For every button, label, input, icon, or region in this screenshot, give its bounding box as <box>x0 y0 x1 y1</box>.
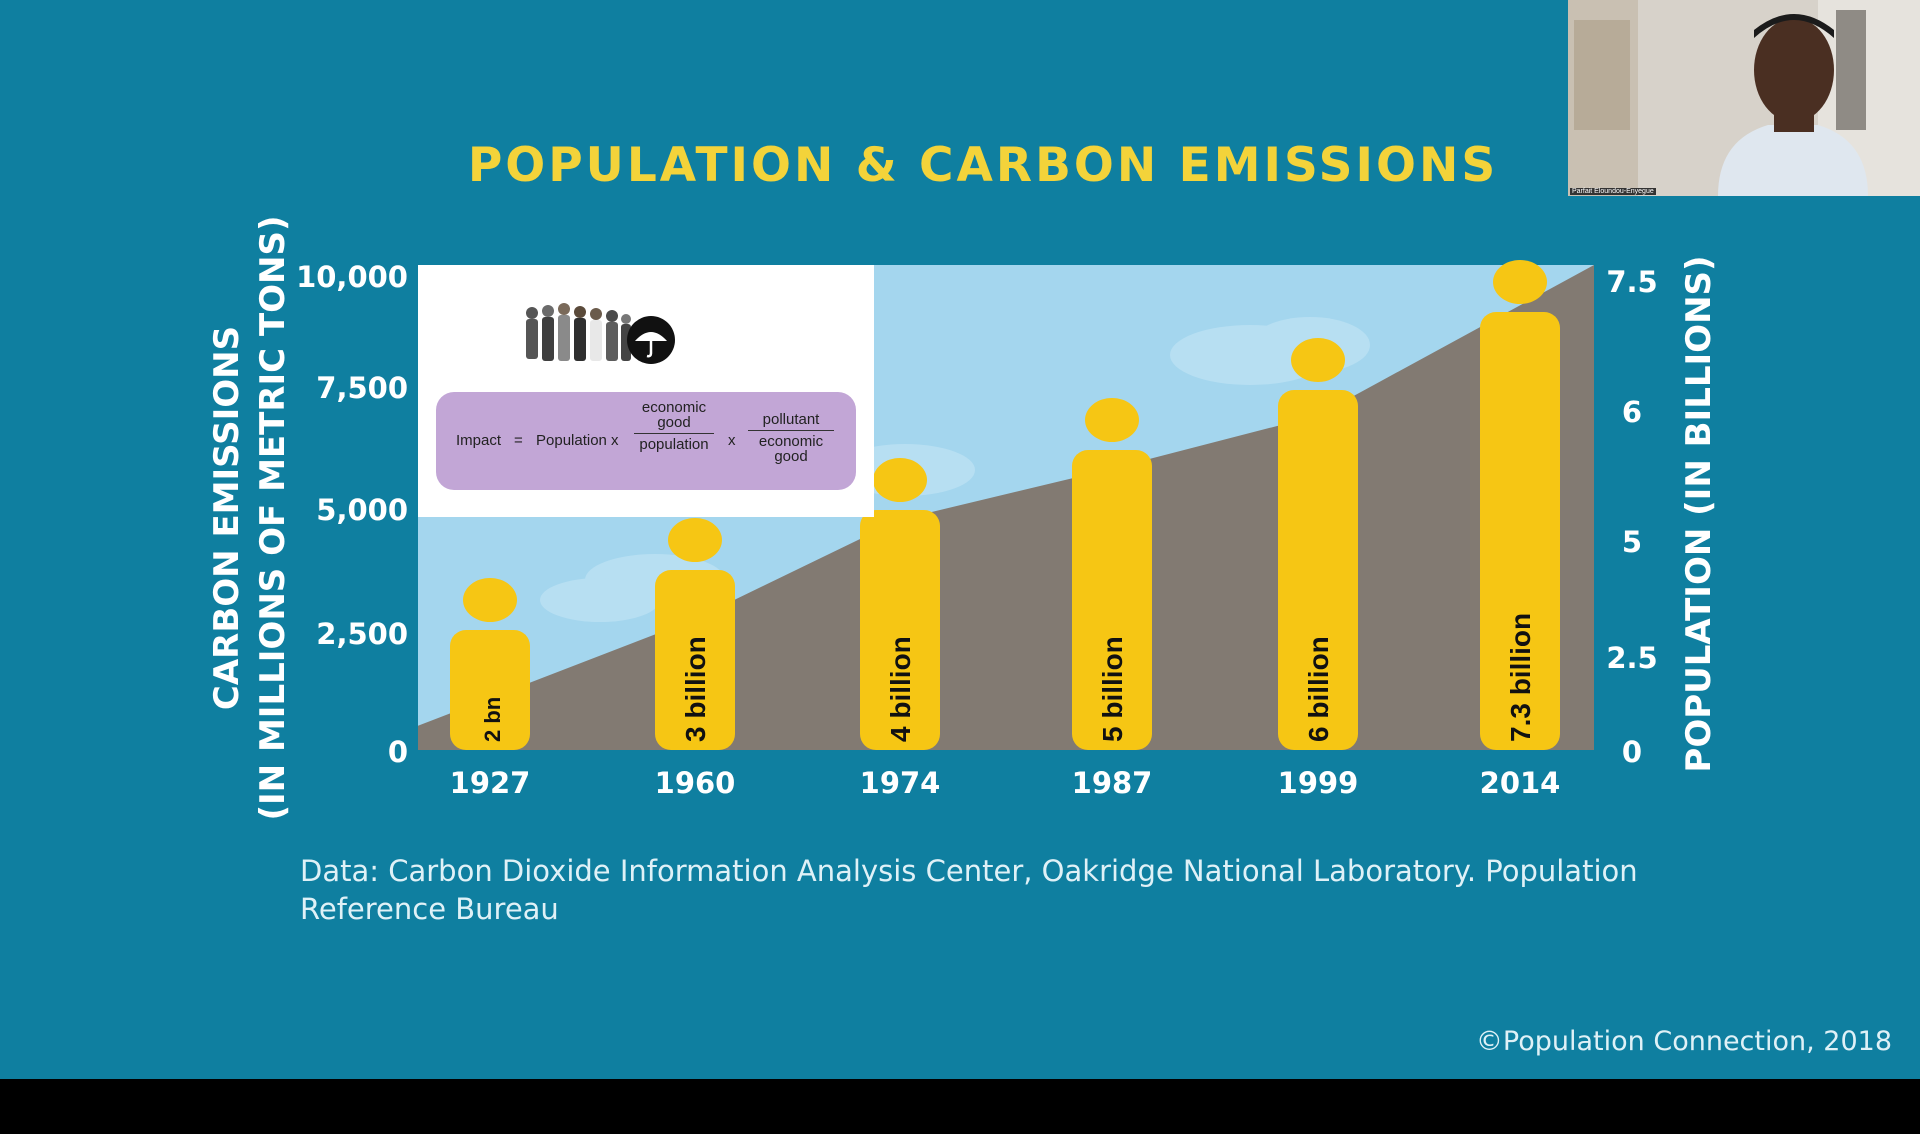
population-bar-label-1960: 3 billion <box>680 636 711 742</box>
population-bar-2014 <box>1480 312 1560 750</box>
impact-formula-inset: Impact = Population x economic good popu… <box>418 265 874 517</box>
formula-fraction-2: pollutant economic good <box>748 412 834 464</box>
cloud-4 <box>540 578 660 622</box>
fraction-2-numerator: pollutant <box>762 411 820 428</box>
impact-formula: Impact = Population x economic good popu… <box>436 392 856 490</box>
slide: POPULATION & CARBON EMISSIONS 2 bn 3 bill… <box>0 0 1920 1079</box>
population-bar-1999 <box>1278 390 1358 750</box>
formula-equals: = <box>514 432 523 449</box>
data-source-note: Data: Carbon Dioxide Information Analysi… <box>300 854 1638 926</box>
left-tick-4: 10,000 <box>296 260 408 294</box>
population-bar-1927 <box>450 630 530 750</box>
fraction-1-denominator: population <box>639 436 709 453</box>
left-tick-2: 5,000 <box>316 493 408 527</box>
fraction-1-line <box>634 433 714 434</box>
population-bar-1974 <box>860 510 940 750</box>
population-bar-head-1974 <box>873 458 927 502</box>
fraction-2-line <box>748 430 834 431</box>
formula-fraction-1: economic good population <box>634 400 714 452</box>
left-tick-0: 0 <box>388 735 408 769</box>
left-tick-1: 2,500 <box>316 617 408 651</box>
right-tick-3: 6 <box>1622 395 1642 429</box>
x-tick-1927: 1927 <box>450 766 531 800</box>
fraction-2-denominator: economic good <box>758 433 824 465</box>
left-tick-3: 7,500 <box>316 371 408 405</box>
population-bar-1987 <box>1072 450 1152 750</box>
umbrella-icon <box>627 316 675 364</box>
right-tick-4: 7.5 <box>1606 265 1657 299</box>
formula-population: Population x <box>536 432 619 449</box>
formula-impact: Impact <box>456 432 502 449</box>
copyright-notice: ©Population Connection, 2018 <box>1475 1026 1892 1057</box>
formula-times: x <box>728 432 736 449</box>
population-bar-head-1960 <box>668 518 722 562</box>
population-bar-head-1999 <box>1291 338 1345 382</box>
presenter-name-label: Parfait Eloundou-Enyegue <box>1570 188 1656 195</box>
population-bar-label-2014: 7.3 billion <box>1505 613 1536 742</box>
webcam-video-tile[interactable]: Parfait Eloundou-Enyegue <box>1568 0 1920 196</box>
right-tick-2: 5 <box>1622 525 1642 559</box>
x-tick-1999: 1999 <box>1278 766 1359 800</box>
population-bar-head-1987 <box>1085 398 1139 442</box>
population-bar-label-1974: 4 billion <box>885 636 916 742</box>
population-bar-label-1987: 5 billion <box>1097 636 1128 742</box>
presenter-video <box>1568 0 1920 196</box>
population-bar-label-1927: 2 bn <box>480 697 505 742</box>
fraction-1-numerator: economic good <box>641 399 707 431</box>
left-axis-title-line1: CARBON EMISSIONS <box>207 326 247 710</box>
population-bar-label-1999: 6 billion <box>1303 636 1334 742</box>
letterbox-bar <box>0 1079 1920 1134</box>
group-of-people-image <box>526 303 631 361</box>
slide-title: POPULATION & CARBON EMISSIONS <box>467 138 1499 193</box>
x-tick-1974: 1974 <box>860 766 941 800</box>
right-tick-1: 2.5 <box>1606 641 1657 675</box>
population-bar-head-2014 <box>1493 260 1547 304</box>
x-tick-2014: 2014 <box>1480 766 1561 800</box>
right-tick-0: 0 <box>1622 735 1642 769</box>
population-bar-1960 <box>655 570 735 750</box>
right-axis-title: POPULATION (IN BILLIONS) <box>1679 255 1719 772</box>
population-bar-head-1927 <box>463 578 517 622</box>
x-tick-1987: 1987 <box>1072 766 1153 800</box>
x-tick-1960: 1960 <box>655 766 736 800</box>
left-axis-title-line2: (IN MILLIONS OF METRIC TONS) <box>253 215 293 820</box>
